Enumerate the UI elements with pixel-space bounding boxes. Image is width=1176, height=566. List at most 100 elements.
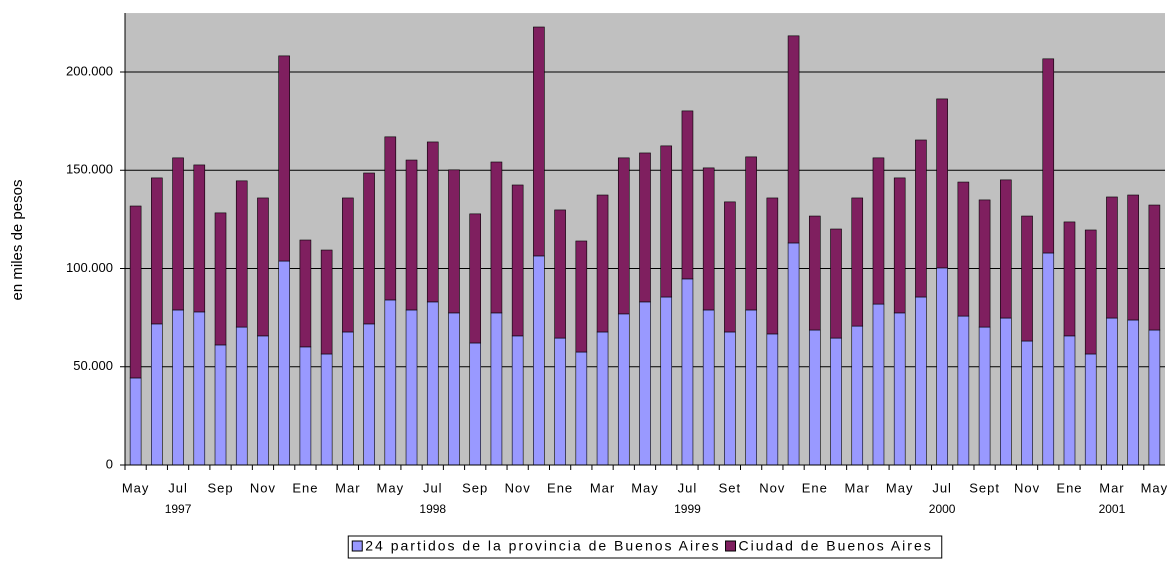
bar	[766, 197, 779, 335]
bar	[320, 353, 333, 466]
legend: 24 partidos de la provincia de Buenos Ai…	[347, 535, 943, 559]
bar	[1084, 229, 1097, 355]
x-tick-label: May	[886, 480, 914, 495]
y-axis-title: en miles de pesos	[9, 180, 26, 301]
bar	[1148, 204, 1161, 331]
bar	[1021, 340, 1033, 466]
bar	[384, 299, 397, 466]
x-tick-label: Jul	[932, 480, 952, 495]
bar	[490, 161, 503, 314]
bar	[469, 342, 482, 466]
bar	[257, 197, 269, 337]
x-tick-label: Jul	[678, 480, 698, 495]
bar	[193, 311, 206, 466]
bar	[978, 199, 991, 328]
bar	[490, 312, 503, 466]
bar	[872, 157, 885, 305]
y-tick-label: 0	[106, 456, 113, 471]
x-tick-label: May	[631, 480, 659, 495]
legend-box	[347, 535, 943, 559]
bar	[129, 205, 142, 379]
bar	[724, 331, 736, 466]
bar	[660, 296, 673, 466]
bar	[405, 309, 418, 466]
bar	[469, 213, 482, 344]
bar	[235, 326, 248, 466]
bar	[617, 313, 630, 466]
x-tick-label: Sep	[207, 480, 233, 495]
bar	[129, 377, 142, 466]
x-tick-label: Ene	[292, 480, 318, 495]
bar	[1042, 58, 1055, 254]
bar	[278, 260, 290, 466]
bar	[1106, 196, 1118, 319]
legend-swatch	[725, 540, 737, 552]
bar	[533, 26, 545, 257]
bar	[363, 172, 375, 325]
bar	[363, 323, 375, 466]
y-tick-label: 150.000	[66, 162, 113, 177]
bar	[575, 351, 588, 466]
bar	[957, 181, 970, 317]
bar	[278, 55, 290, 262]
bar	[893, 177, 906, 314]
x-tick-label: May	[1141, 480, 1169, 495]
bar	[915, 296, 927, 466]
x-tick-label: Mar	[845, 480, 870, 495]
x-tick-label: Nov	[759, 480, 785, 495]
bar	[426, 141, 439, 303]
x-tick-label: Jul	[423, 480, 443, 495]
x-tick-label: Ene	[802, 480, 828, 495]
x-tick-label: Sep	[462, 480, 488, 495]
bar	[639, 301, 651, 466]
x-tick-label: Nov	[505, 480, 531, 495]
bar	[1106, 317, 1118, 466]
bar	[511, 335, 524, 466]
bar	[702, 167, 715, 311]
bar	[724, 201, 736, 333]
x-tick-label: Mar	[1099, 480, 1124, 495]
x-tick-label: Nov	[250, 480, 276, 495]
bar	[681, 278, 694, 466]
x-group-label: 1999	[674, 502, 701, 516]
bar	[299, 346, 312, 466]
bar	[1000, 317, 1012, 466]
bar	[299, 239, 312, 348]
y-tick-label: 200.000	[66, 63, 113, 78]
bar	[1127, 194, 1139, 321]
x-group-label: 2001	[1099, 502, 1126, 516]
bar	[448, 169, 460, 314]
bar	[851, 325, 864, 466]
x-tick-label: Ene	[1056, 480, 1082, 495]
bar	[936, 98, 948, 269]
x-tick-label: Sept	[969, 480, 1000, 495]
bar	[1042, 252, 1055, 466]
bar	[978, 326, 991, 466]
bar	[851, 197, 864, 327]
bar	[448, 312, 460, 466]
bar	[320, 249, 333, 355]
y-tick-label: 50.000	[73, 358, 113, 373]
bar	[1063, 221, 1076, 337]
bar	[957, 315, 970, 466]
bar	[426, 301, 439, 466]
legend-label: Ciudad de Buenos Aires	[739, 538, 933, 554]
bar	[830, 337, 842, 466]
bar	[554, 337, 566, 466]
bar	[596, 194, 609, 333]
bar	[151, 177, 163, 325]
x-tick-label: Set	[719, 480, 742, 495]
bar	[384, 136, 397, 301]
bar	[1084, 353, 1097, 466]
bar	[1127, 319, 1139, 466]
bar	[830, 228, 842, 339]
bar	[342, 197, 354, 333]
bar	[639, 152, 651, 303]
bar	[745, 156, 757, 311]
x-tick-label: May	[377, 480, 405, 495]
bar	[554, 209, 566, 339]
bar	[766, 333, 779, 466]
bar	[808, 215, 821, 331]
bar	[787, 242, 800, 466]
